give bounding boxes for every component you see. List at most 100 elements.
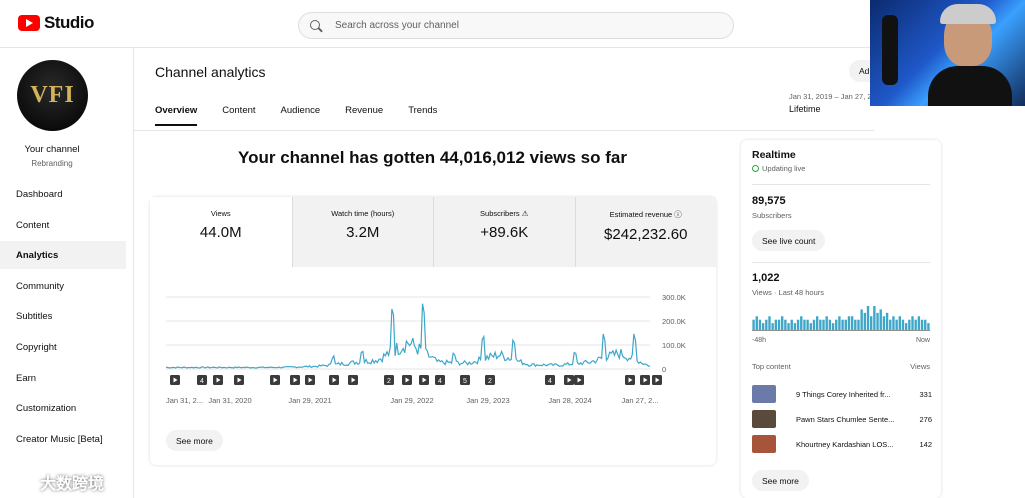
timeline-marker[interactable] — [290, 375, 300, 385]
timeline-marker[interactable]: 2 — [485, 375, 495, 385]
video-title[interactable]: 9 Things Corey Inherited fr... — [796, 389, 891, 399]
channel-avatar[interactable]: VFI — [17, 60, 88, 131]
sidebar-item-creator-music-beta[interactable]: Creator Music [Beta] — [16, 433, 103, 445]
top-content-row[interactable]: Pawn Stars Chumlee Sente... 276 — [752, 409, 932, 429]
tab-audience[interactable]: Audience — [280, 105, 321, 116]
channel-subtitle: Rebranding — [31, 159, 73, 168]
realtime-bar — [755, 316, 758, 330]
tab-content[interactable]: Content — [222, 105, 256, 116]
realtime-see-more-button[interactable]: See more — [752, 470, 809, 491]
top-content-row[interactable]: 9 Things Corey Inherited fr... 331 — [752, 384, 932, 404]
sidebar-item-community[interactable]: Community — [16, 280, 65, 292]
x-tick-label: Jan 29, 2023 — [466, 396, 509, 405]
realtime-bar — [847, 316, 851, 330]
sidebar-item-subtitles[interactable]: Subtitles — [16, 310, 53, 322]
video-views: 142 — [919, 439, 932, 449]
views-chart[interactable]: 0 100.0K 200.0K 300.0K 4 2 4 5 2 4 Jan 31, 2... Jan… — [150, 277, 716, 417]
tab-overview[interactable]: Overview — [155, 105, 198, 126]
realtime-bar — [892, 316, 895, 330]
realtime-bar — [752, 319, 755, 330]
realtime-bar — [863, 312, 867, 330]
realtime-bar — [879, 309, 882, 330]
top-content-row[interactable]: Khourtney Kardashian LOS... 142 — [752, 434, 932, 454]
tab-revenue[interactable]: Revenue — [345, 105, 384, 116]
realtime-bar — [793, 323, 797, 330]
marker-label: 2 — [488, 378, 492, 385]
video-thumbnail[interactable] — [752, 385, 776, 403]
period-selector[interactable]: Lifetime — [789, 104, 821, 114]
tab-trends[interactable]: Trends — [408, 105, 438, 116]
realtime-bar-chart[interactable] — [752, 304, 930, 332]
realtime-bar — [806, 319, 809, 330]
timeline-marker[interactable] — [270, 375, 280, 385]
timeline-marker[interactable] — [652, 375, 662, 385]
timeline-marker[interactable] — [625, 375, 635, 385]
axis-start-label: -48h — [752, 337, 767, 344]
realtime-bar — [866, 306, 870, 330]
timeline-marker[interactable] — [329, 375, 339, 385]
timeline-marker[interactable] — [419, 375, 429, 385]
divider — [752, 184, 930, 185]
realtime-bar — [758, 319, 762, 330]
search-bar[interactable] — [298, 12, 734, 39]
sidebar-item-analytics[interactable]: Analytics — [0, 241, 126, 269]
metric-tabs: Views 44.0M Watch time (hours) 3.2M Subscrib… — [150, 197, 716, 267]
timeline-marker[interactable] — [574, 375, 584, 385]
realtime-bar — [901, 319, 905, 330]
metric-value: 3.2M — [346, 224, 380, 241]
search-icon[interactable] — [309, 19, 323, 33]
see-live-count-button[interactable]: See live count — [752, 230, 826, 251]
video-thumbnail[interactable] — [752, 410, 776, 428]
sidebar-item-copyright[interactable]: Copyright — [16, 341, 57, 353]
metric-tab[interactable]: Estimated revenue ⓘ $242,232.60 — [574, 197, 716, 267]
timeline-marker[interactable] — [234, 375, 244, 385]
timeline-marker[interactable]: 2 — [384, 375, 394, 385]
realtime-bar — [920, 319, 924, 330]
views-series-line[interactable] — [165, 303, 651, 369]
sidebar-item-content[interactable]: Content — [16, 219, 50, 231]
timeline-marker[interactable]: 4 — [197, 375, 207, 385]
youtube-play-icon — [18, 15, 40, 31]
video-title[interactable]: Khourtney Kardashian LOS... — [796, 439, 894, 449]
metric-tab[interactable]: Views 44.0M — [150, 197, 292, 267]
timeline-marker[interactable] — [305, 375, 315, 385]
realtime-bar — [822, 319, 825, 330]
search-input[interactable] — [335, 20, 715, 31]
timeline-marker[interactable] — [564, 375, 574, 385]
studio-logo[interactable]: Studio — [18, 13, 94, 33]
date-range[interactable]: Jan 31, 2019 – Jan 27, 2 — [789, 92, 872, 101]
person-shirt — [928, 66, 1012, 106]
top-bar: Studio — [0, 0, 1025, 48]
realtime-bar — [838, 316, 841, 330]
sidebar-item-dashboard[interactable]: Dashboard — [16, 188, 63, 200]
timeline-marker[interactable] — [640, 375, 650, 385]
timeline-marker[interactable]: 4 — [435, 375, 445, 385]
see-more-button[interactable]: See more — [166, 430, 223, 451]
metric-tab[interactable]: Subscribers ⚠ +89.6K — [433, 197, 575, 267]
realtime-bar — [898, 316, 901, 330]
timeline-marker[interactable] — [170, 375, 180, 385]
page-title: Channel analytics — [155, 64, 266, 80]
metric-label-text: Subscribers — [480, 209, 520, 218]
metric-label-text: Watch time (hours) — [331, 209, 395, 218]
timeline-marker[interactable] — [402, 375, 412, 385]
timeline-marker[interactable] — [213, 375, 223, 385]
timeline-marker[interactable]: 5 — [460, 375, 470, 385]
video-play-icon — [216, 377, 221, 383]
sidebar-item-earn[interactable]: Earn — [16, 372, 37, 384]
avatar-text: VFI — [30, 82, 75, 108]
video-title[interactable]: Pawn Stars Chumlee Sente... — [796, 414, 895, 424]
sidebar-item-customization[interactable]: Customization — [16, 402, 77, 414]
timeline-marker[interactable] — [348, 375, 358, 385]
video-thumbnail[interactable] — [752, 435, 776, 453]
metric-tab[interactable]: Watch time (hours) 3.2M — [291, 197, 433, 267]
watermark: 大数跨境 — [10, 470, 104, 494]
video-play-icon — [628, 377, 633, 383]
realtime-bar — [771, 323, 774, 330]
realtime-bar — [781, 316, 784, 330]
top-content-header: Top content Views — [752, 362, 930, 371]
timeline-marker[interactable]: 4 — [545, 375, 555, 385]
realtime-bar — [835, 319, 838, 330]
video-play-icon — [351, 377, 356, 383]
x-tick-label: Jan 29, 2021 — [288, 396, 331, 405]
